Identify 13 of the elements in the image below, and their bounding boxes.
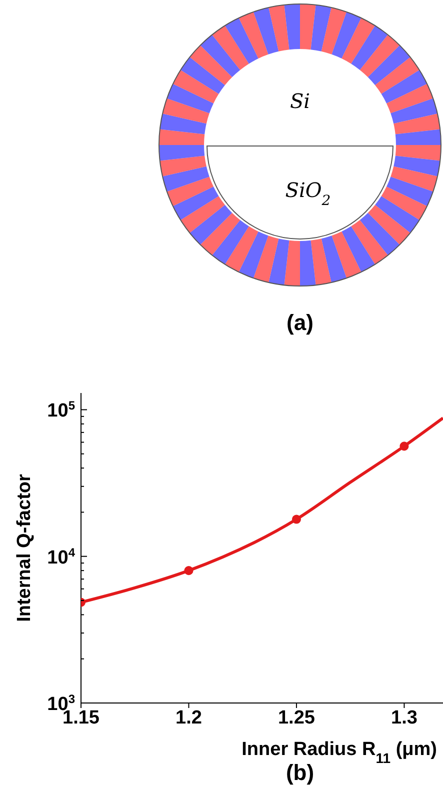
text: (a)	[286, 310, 314, 335]
y-tick-label: 10$^{4}$	[47, 545, 76, 568]
point	[292, 514, 301, 524]
y-axis-title: Internal Q-factor	[14, 474, 35, 622]
point	[184, 566, 194, 576]
x-tick-label: 1.3	[391, 707, 418, 728]
x-tick-label: 1.25	[278, 707, 316, 728]
text: (b)	[286, 760, 314, 785]
x-tick-label: 1.2	[176, 707, 202, 728]
y-tick-label: 10$^{5}$	[47, 398, 76, 422]
text: SiO$_{2}$	[285, 178, 331, 209]
point	[400, 442, 409, 451]
text: Si	[290, 89, 310, 113]
